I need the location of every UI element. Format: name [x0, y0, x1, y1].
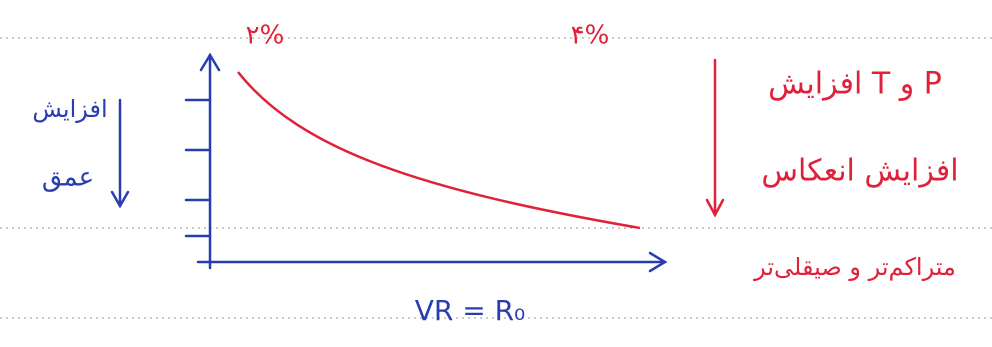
x-arrowhead — [648, 251, 668, 273]
left-note: عمق — [42, 163, 94, 193]
arrowhead — [705, 198, 725, 218]
right-arrow — [705, 58, 725, 218]
right-note: متراکم‌تر و صیقلی‌تر — [753, 253, 956, 281]
right-note: افزایش انعکاس — [761, 154, 958, 189]
curve — [237, 71, 641, 230]
y-arrowhead — [199, 52, 221, 72]
x-axis-label: VR = R₀ — [415, 294, 526, 327]
axes — [110, 52, 668, 273]
right-note: افزایش T و P — [768, 67, 942, 102]
left-note: افزایش — [32, 95, 107, 123]
top-label: ۴% — [571, 21, 610, 51]
depth-arrowhead — [110, 190, 130, 209]
top-label: ۲% — [246, 21, 285, 51]
